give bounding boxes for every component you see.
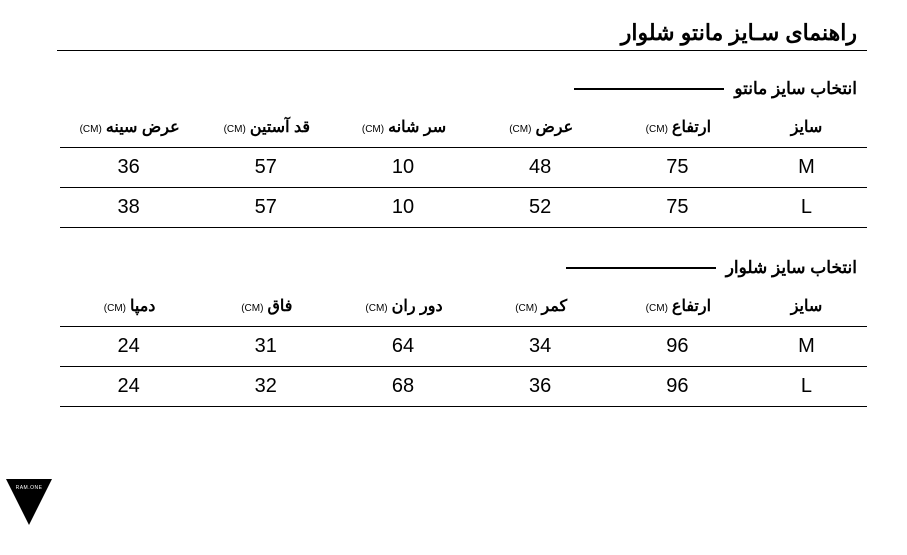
table-cell: M — [746, 327, 867, 367]
table-cell: L — [746, 367, 867, 407]
table-cell: L — [746, 188, 867, 228]
section-header: انتخاب سایز مانتو — [60, 79, 867, 99]
column-label: ارتفاع — [672, 119, 711, 136]
column-label: عرض سینه — [106, 119, 180, 136]
size-section: انتخاب سایز شلوارسایزارتفاع(CM)کمر(CM)دو… — [60, 258, 867, 407]
table-cell: 31 — [197, 327, 334, 367]
column-header: دور ران (CM) — [334, 290, 471, 327]
table-cell: M — [746, 148, 867, 188]
column-label: سر شانه — [388, 119, 446, 136]
table-cell: 36 — [60, 148, 197, 188]
column-header: عرض (CM) — [472, 111, 609, 148]
column-unit: (CM) — [515, 303, 537, 314]
table-cell: 24 — [60, 367, 197, 407]
table-cell: 48 — [472, 148, 609, 188]
column-header: سر شانه (CM) — [334, 111, 471, 148]
table-row: M7548105736 — [60, 148, 867, 188]
column-header: سایز — [746, 111, 867, 148]
table-row: L7552105738 — [60, 188, 867, 228]
section-rule — [566, 267, 716, 269]
table-cell: 10 — [334, 148, 471, 188]
size-table: سایزارتفاع(CM)عرض(CM)سر شانه(CM)قد آستین… — [60, 111, 867, 228]
column-unit: (CM) — [646, 124, 668, 135]
column-label: دمپا — [130, 298, 155, 315]
column-unit: (CM) — [224, 124, 246, 135]
table-row: L9636683224 — [60, 367, 867, 407]
title-rule — [57, 50, 867, 51]
table-cell: 24 — [60, 327, 197, 367]
column-label: ارتفاع — [672, 298, 711, 315]
column-unit: (CM) — [104, 303, 126, 314]
table-cell: 64 — [334, 327, 471, 367]
column-label: عرض — [535, 119, 573, 136]
column-header: قد آستین (CM) — [197, 111, 334, 148]
table-cell: 96 — [609, 327, 746, 367]
column-unit: (CM) — [365, 303, 387, 314]
column-header: کمر (CM) — [472, 290, 609, 327]
size-section: انتخاب سایز مانتوسایزارتفاع(CM)عرض(CM)سر… — [60, 79, 867, 228]
column-header: فاق (CM) — [197, 290, 334, 327]
table-cell: 57 — [197, 188, 334, 228]
table-row: M9634643124 — [60, 327, 867, 367]
column-label: سایز — [791, 298, 823, 315]
column-unit: (CM) — [646, 303, 668, 314]
column-header: ارتفاع (CM) — [609, 290, 746, 327]
table-cell: 68 — [334, 367, 471, 407]
column-label: کمر — [541, 298, 567, 315]
column-unit: (CM) — [362, 124, 384, 135]
column-header: دمپا (CM) — [60, 290, 197, 327]
table-cell: 36 — [472, 367, 609, 407]
column-header: سایز — [746, 290, 867, 327]
brand-logo-text: RAM.ONE — [6, 485, 52, 491]
column-unit: (CM) — [241, 303, 263, 314]
table-cell: 52 — [472, 188, 609, 228]
table-cell: 32 — [197, 367, 334, 407]
table-cell: 38 — [60, 188, 197, 228]
table-cell: 75 — [609, 148, 746, 188]
column-label: سایز — [791, 119, 823, 136]
column-unit: (CM) — [80, 124, 102, 135]
table-cell: 96 — [609, 367, 746, 407]
section-title: انتخاب سایز شلوار — [726, 258, 857, 278]
section-header: انتخاب سایز شلوار — [60, 258, 867, 278]
column-header: ارتفاع (CM) — [609, 111, 746, 148]
page-title: راهنمای سـایز مانتو شلوار — [60, 20, 867, 46]
column-label: قد آستین — [250, 119, 310, 136]
table-cell: 75 — [609, 188, 746, 228]
size-table: سایزارتفاع(CM)کمر(CM)دور ران(CM)فاق(CM)د… — [60, 290, 867, 407]
column-label: فاق — [267, 298, 292, 315]
column-label: دور ران — [392, 298, 443, 315]
table-cell: 34 — [472, 327, 609, 367]
table-cell: 10 — [334, 188, 471, 228]
brand-logo: RAM.ONE — [6, 479, 52, 525]
section-rule — [574, 88, 724, 90]
column-unit: (CM) — [509, 124, 531, 135]
section-title: انتخاب سایز مانتو — [734, 79, 857, 99]
table-cell: 57 — [197, 148, 334, 188]
column-header: عرض سینه (CM) — [60, 111, 197, 148]
